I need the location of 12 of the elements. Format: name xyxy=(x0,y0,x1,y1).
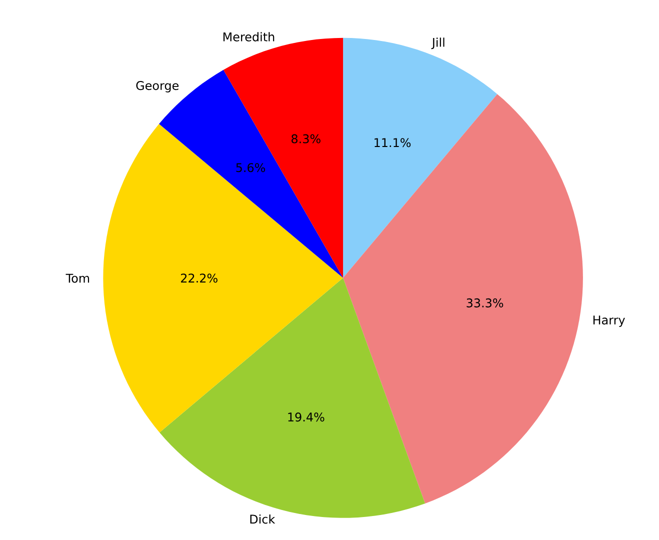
slice-label: Meredith xyxy=(223,32,274,42)
data-label: 5.6% xyxy=(236,163,266,172)
data-label: 11.1% xyxy=(374,138,411,148)
data-label: 22.2% xyxy=(181,274,218,283)
data-label: 19.4% xyxy=(288,412,324,422)
slice-label: Harry xyxy=(593,316,625,327)
slice-label: Tom xyxy=(66,274,90,283)
data-label: 8.3% xyxy=(292,134,320,144)
slice-label: Jill xyxy=(431,38,444,50)
slice-label: Dick xyxy=(250,514,276,524)
data-label: 33.3% xyxy=(466,298,504,308)
slice-label: George xyxy=(136,81,179,92)
